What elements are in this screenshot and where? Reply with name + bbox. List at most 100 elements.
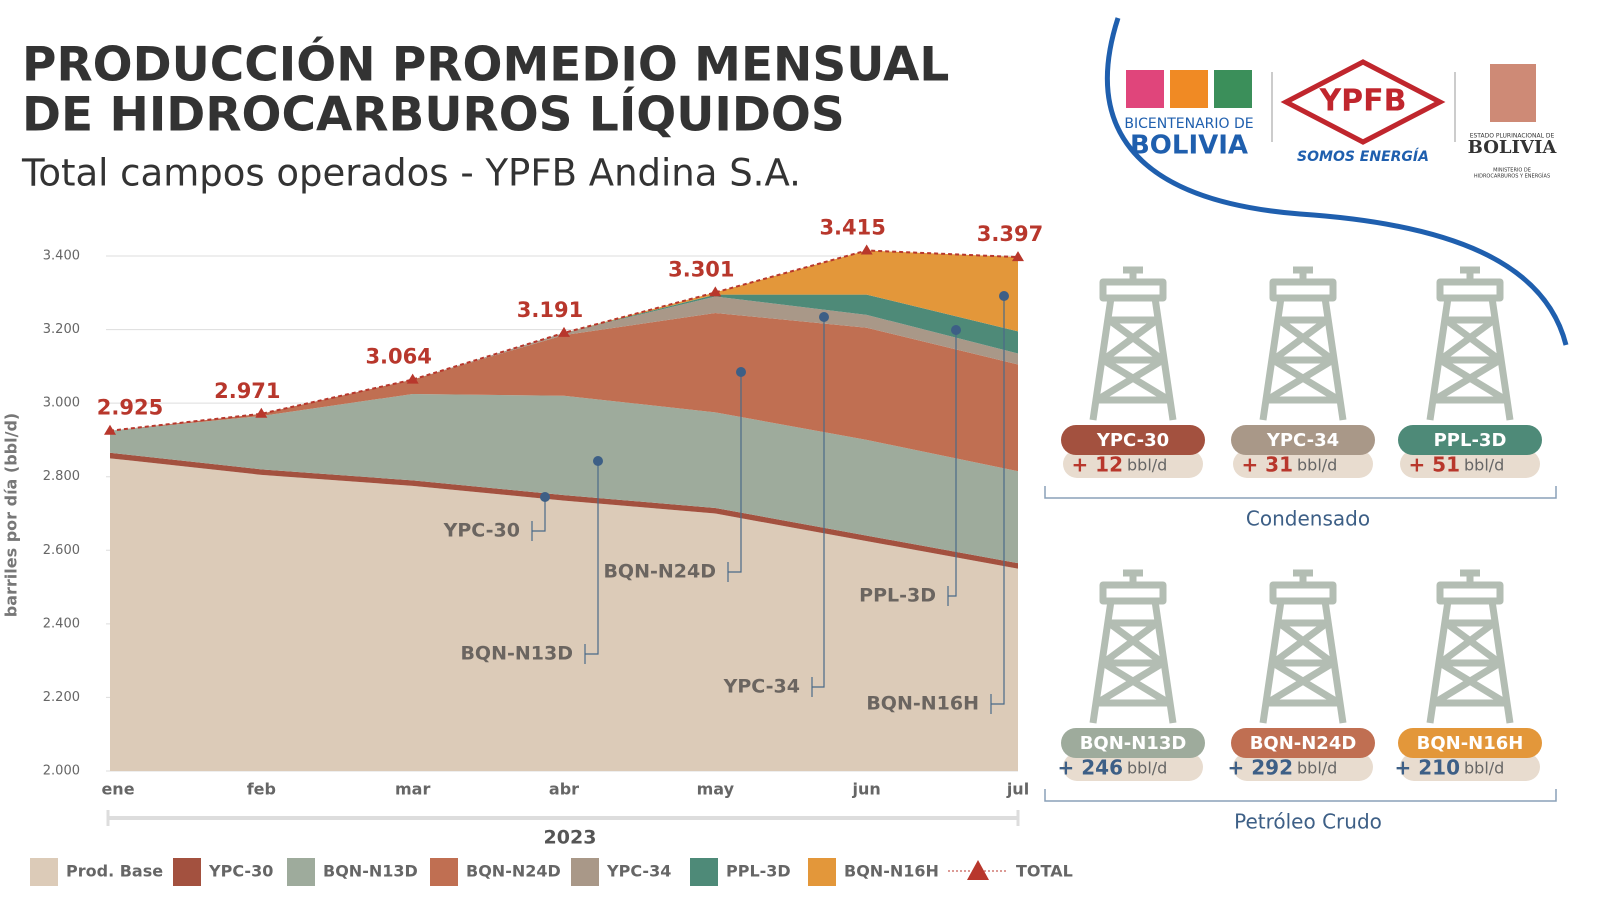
- group-bracket: [1044, 789, 1557, 802]
- name-pill: [1231, 728, 1375, 758]
- well-increment: + 12: [1071, 453, 1123, 477]
- callout-dot: [593, 456, 603, 466]
- value-pill: [1063, 450, 1203, 478]
- x-tick-label: mar: [395, 780, 430, 799]
- well-increment: + 210: [1395, 756, 1460, 780]
- logo-text: MINISTERIO DE: [1493, 168, 1531, 174]
- ypfb-diamond: [1280, 59, 1446, 145]
- legend-label: TOTAL: [1016, 862, 1073, 881]
- callout-dot: [540, 492, 550, 502]
- group-label: Condensado: [1246, 507, 1370, 531]
- rig-icon: [1426, 569, 1514, 724]
- y-tick-label: 3.400: [43, 249, 80, 264]
- value-label: 3.064: [365, 345, 431, 369]
- annotation: BQN-N13D: [460, 643, 573, 665]
- logo-text: YPFB: [1318, 84, 1406, 119]
- legend-swatch: [571, 858, 599, 886]
- rig-icon: [1259, 569, 1347, 724]
- y-tick-label: 2.600: [43, 543, 80, 558]
- x-tick-label: abr: [549, 780, 579, 799]
- legend-label: YPC-34: [606, 862, 671, 881]
- value-pill: [1233, 450, 1373, 478]
- well-name: PPL-3D: [1434, 430, 1507, 451]
- value-label: 3.301: [668, 257, 734, 281]
- name-pill: [1061, 728, 1205, 758]
- y-tick-label: 2.400: [43, 616, 80, 631]
- group-label: Petróleo Crudo: [1234, 810, 1382, 834]
- callout-dot: [736, 367, 746, 377]
- well-unit: bbl/d: [1127, 456, 1167, 475]
- well-increment: + 292: [1228, 756, 1293, 780]
- callout-dot: [999, 291, 1009, 301]
- logo-text: BICENTENARIO DE: [1124, 116, 1253, 132]
- well-increment: + 31: [1241, 453, 1293, 477]
- x-tick-label: ene: [101, 780, 134, 799]
- area: [110, 250, 1018, 431]
- callout-line: [812, 317, 825, 688]
- well-name: YPC-30: [1096, 430, 1169, 451]
- rig-icon: [1426, 266, 1514, 421]
- logo-text: BOLIVIA: [1130, 131, 1248, 161]
- annotation: PPL-3D: [859, 585, 936, 607]
- legend-label: BQN-N13D: [323, 862, 418, 881]
- total-marker: [104, 424, 116, 435]
- y-axis-label: barriles por día (bbl/d): [2, 413, 21, 617]
- logo-block: [1490, 64, 1536, 122]
- callout-dot: [951, 325, 961, 335]
- name-pill: [1398, 425, 1542, 455]
- y-tick-label: 3.000: [43, 396, 80, 411]
- annotation: BQN-N16H: [866, 693, 979, 715]
- total-marker: [1012, 251, 1024, 262]
- x-tick-label: jun: [852, 780, 881, 799]
- callout-dot: [819, 312, 829, 322]
- logo-block: [1170, 70, 1208, 108]
- legend-label: YPC-30: [208, 862, 273, 881]
- legend-label: BQN-N16H: [844, 862, 939, 881]
- name-pill: [1398, 728, 1542, 758]
- callout-line: [991, 296, 1005, 705]
- group-bracket: [1044, 486, 1557, 499]
- value-pill: [1400, 450, 1540, 478]
- legend-swatch: [287, 858, 315, 886]
- y-tick-label: 2.000: [43, 764, 80, 779]
- well-unit: bbl/d: [1127, 759, 1167, 778]
- logo-text: ESTADO PLURINACIONAL DE: [1470, 133, 1555, 140]
- rig-icon: [1089, 569, 1177, 724]
- well-increment: + 51: [1408, 453, 1460, 477]
- value-label: 2.925: [97, 396, 163, 420]
- area: [110, 393, 1018, 564]
- legend-swatch: [173, 858, 201, 886]
- x-tick-label: jul: [1006, 780, 1029, 799]
- value-label: 3.397: [977, 222, 1043, 246]
- total-marker: [709, 286, 722, 297]
- legend-swatch: [808, 858, 836, 886]
- callout-line: [585, 461, 599, 655]
- logo-arc: [1104, 17, 1569, 346]
- well-unit: bbl/d: [1464, 759, 1504, 778]
- subtitle: Total campos operados - YPFB Andina S.A.: [21, 152, 801, 195]
- well-unit: bbl/d: [1464, 456, 1504, 475]
- well-name: BQN-N13D: [1080, 733, 1187, 754]
- annotation: BQN-N24D: [603, 561, 716, 583]
- value-pill: [1400, 753, 1540, 781]
- logo-text: SOMOS ENERGÍA: [1297, 148, 1429, 165]
- rig-icon: [1089, 266, 1177, 421]
- x-tick-label: may: [697, 780, 735, 799]
- callout-line: [948, 330, 957, 597]
- legend-swatch: [430, 858, 458, 886]
- area: [110, 452, 1018, 569]
- total-marker: [860, 244, 873, 255]
- legend-marker: [967, 860, 989, 880]
- legend-label: PPL-3D: [726, 862, 791, 881]
- rig-icon: [1259, 266, 1347, 421]
- legend-label: Prod. Base: [66, 862, 163, 881]
- well-name: YPC-34: [1266, 430, 1339, 451]
- legend-swatch: [30, 858, 58, 886]
- title: PRODUCCIÓN PROMEDIO MENSUAL: [22, 38, 949, 93]
- annotation: YPC-30: [443, 520, 520, 542]
- logo-block: [1214, 70, 1252, 108]
- well-name: BQN-N24D: [1250, 733, 1357, 754]
- logo-text: BOLIVIA: [1468, 137, 1558, 158]
